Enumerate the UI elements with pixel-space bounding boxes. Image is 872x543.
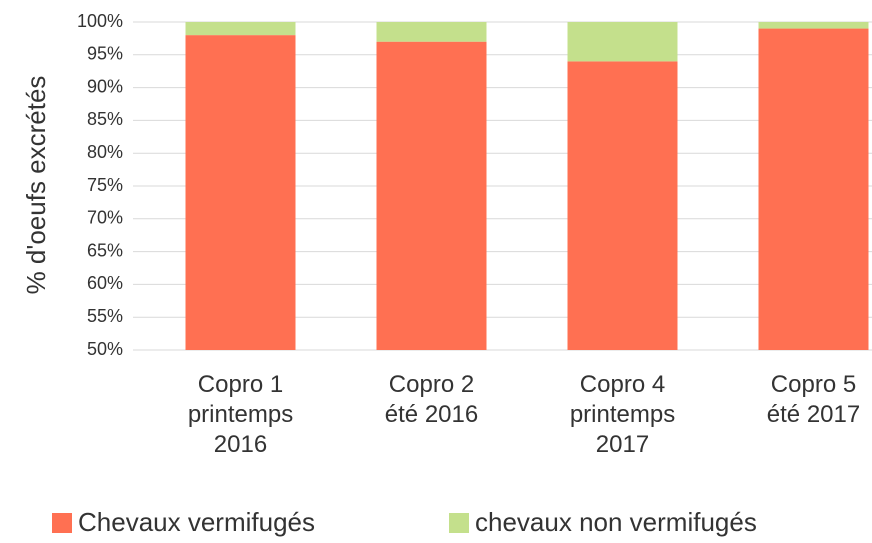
y-tick-label: 65% (87, 240, 123, 260)
y-tick-label: 70% (87, 208, 123, 228)
bar-segment (376, 22, 487, 42)
bar-segment (758, 22, 869, 29)
y-tick-label: 60% (87, 273, 123, 293)
bar-segment (567, 61, 678, 351)
legend-item: Chevaux vermifugés (52, 507, 315, 538)
bar-segment (758, 28, 869, 351)
legend-item: chevaux non vermifugés (449, 507, 757, 538)
bar-segment (185, 35, 296, 351)
y-tick-label: 75% (87, 175, 123, 195)
x-tick-label: Copro 4 printemps 2017 (569, 371, 676, 458)
x-tick-label: Copro 1 printemps 2016 (187, 371, 294, 458)
y-tick-label: 100% (77, 11, 123, 31)
y-tick-label: 90% (87, 76, 123, 96)
bar-segment (376, 41, 487, 351)
y-axis-title: % d'oeufs excrétés (21, 76, 51, 295)
legend-label: chevaux non vermifugés (475, 507, 757, 537)
y-tick-label: 80% (87, 142, 123, 162)
y-tick-label: 50% (87, 339, 123, 359)
x-tick-label: Copro 5 été 2017 (766, 371, 861, 428)
y-tick-label: 95% (87, 44, 123, 64)
y-tick-label: 55% (87, 306, 123, 326)
bar-segment (567, 22, 678, 62)
legend-label: Chevaux vermifugés (78, 507, 315, 537)
legend-swatch (52, 512, 72, 533)
legend-swatch (449, 512, 469, 533)
bar-segment (185, 22, 296, 36)
x-tick-label: Copro 2 été 2016 (384, 371, 479, 428)
y-tick-label: 85% (87, 109, 123, 129)
